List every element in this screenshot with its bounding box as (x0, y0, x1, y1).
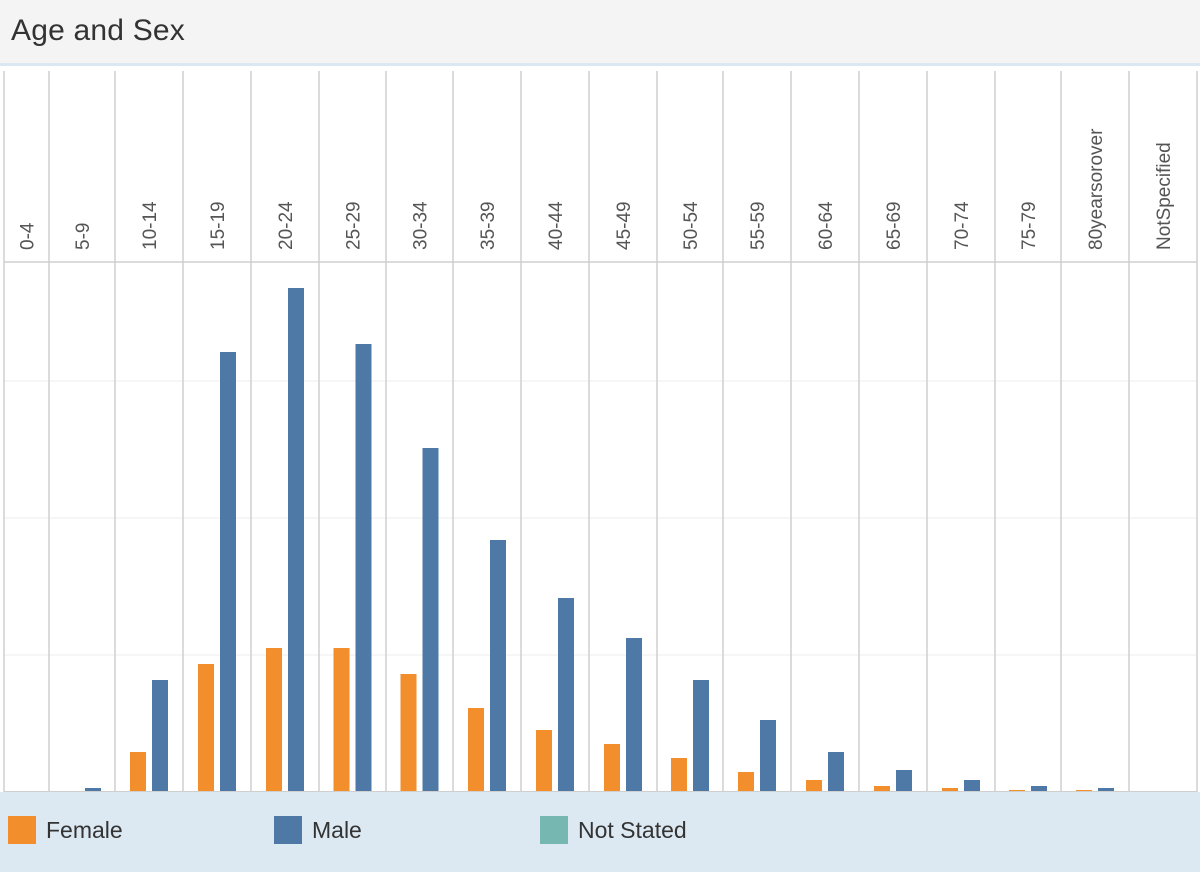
category-label: 25-29 (344, 201, 365, 250)
bar-female (400, 674, 417, 792)
bar-male (1098, 788, 1114, 792)
category-label: 30-34 (411, 201, 432, 250)
bar-male (152, 680, 168, 792)
legend-swatch-not-stated (540, 816, 568, 844)
bar-chart: 0-4 5-9 10-14 15-19 20-24 25-29 30-34 35-39 40-4… (3, 71, 1198, 792)
bar-male (626, 638, 642, 792)
bar-male (85, 788, 101, 792)
bar-female (942, 788, 958, 792)
bar-male (422, 448, 439, 792)
bar-male (693, 680, 709, 792)
bar-female (874, 786, 890, 792)
category-label: 75-79 (1019, 201, 1040, 250)
category-label: 80yearsorover (1086, 128, 1107, 250)
legend-swatch-female (8, 816, 36, 844)
bar-female (468, 708, 484, 792)
bar-male (964, 780, 980, 792)
legend-label-female: Female (46, 817, 123, 843)
category-label: 45-49 (614, 201, 635, 250)
bar-male (558, 598, 574, 792)
category-label: 65-69 (884, 201, 905, 250)
bar-female (266, 648, 282, 792)
chart-title: Age and Sex (11, 14, 185, 47)
category-label: 0-4 (18, 222, 39, 250)
category-label: 15-19 (208, 201, 229, 250)
bar-female (198, 664, 214, 792)
bar-female (806, 780, 822, 792)
legend-label-not-stated: Not Stated (578, 817, 687, 843)
bar-male (896, 770, 912, 792)
bar-female (604, 744, 620, 792)
legend-swatch-male (274, 816, 302, 844)
bar-male (288, 288, 304, 792)
bar-male (1031, 786, 1047, 792)
category-label: 35-39 (478, 201, 499, 250)
bar-female (738, 772, 754, 792)
bar-male (220, 352, 236, 792)
bar-male (355, 344, 372, 792)
category-label: 50-54 (681, 201, 702, 250)
bar-female (333, 648, 350, 792)
bar-male (490, 540, 506, 792)
category-label: 60-64 (816, 201, 837, 250)
category-label: 40-44 (546, 201, 567, 250)
category-label: 20-24 (276, 201, 297, 250)
category-label: 70-74 (952, 201, 973, 250)
category-label: 10-14 (140, 201, 161, 250)
bar-male (760, 720, 776, 792)
category-label: 55-59 (748, 201, 769, 250)
bar-female (671, 758, 687, 792)
legend: Female Male Not Stated (0, 792, 1200, 872)
bar-female (130, 752, 146, 792)
category-label: 5-9 (73, 223, 94, 250)
title-bar: Age and Sex (0, 0, 1200, 66)
bar-male (828, 752, 844, 792)
category-label: NotSpecified (1154, 142, 1175, 250)
bar-female (536, 730, 552, 792)
legend-label-male: Male (312, 817, 362, 843)
